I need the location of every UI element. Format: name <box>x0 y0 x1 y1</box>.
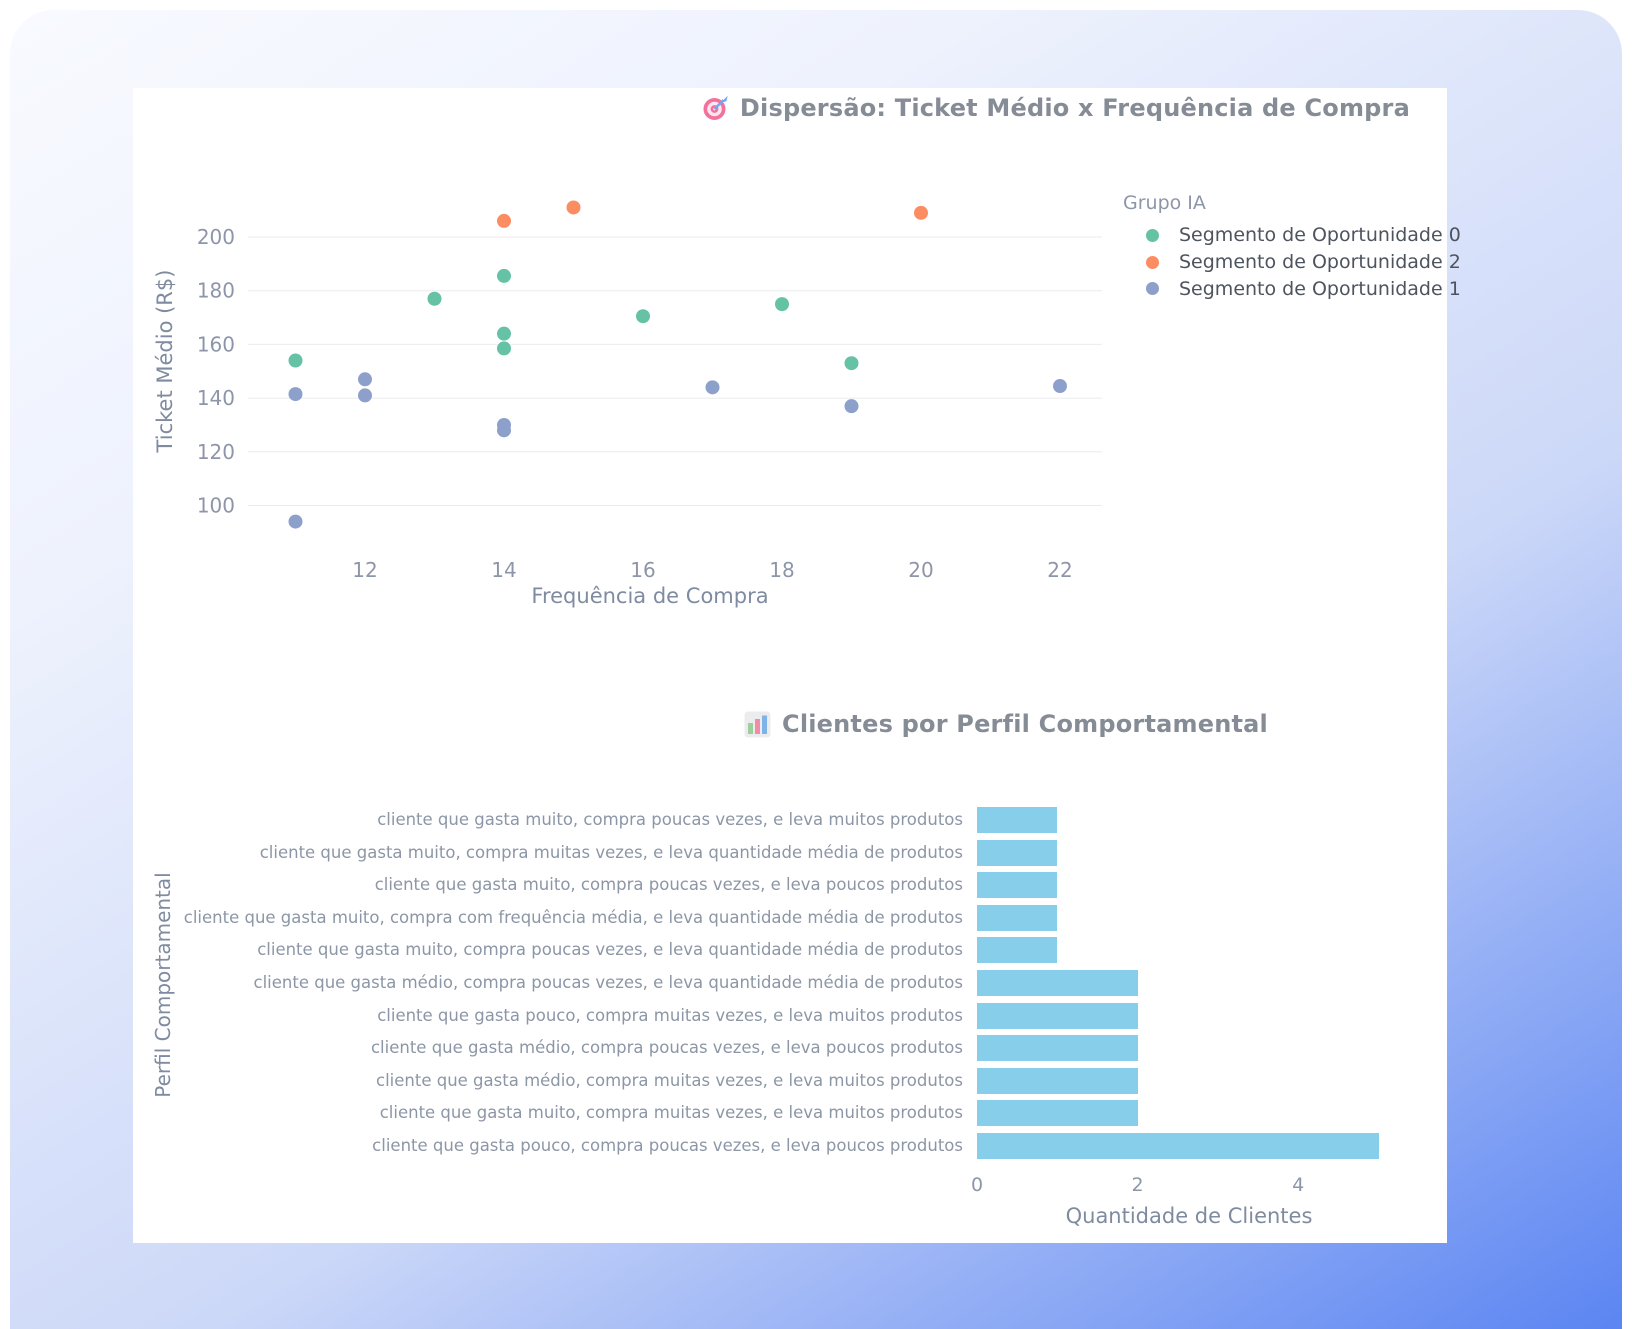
bar[interactable] <box>977 937 1058 964</box>
scatter-chart-title: Dispersão: Ticket Médio x Frequência de … <box>702 94 1410 122</box>
scatter-point[interactable] <box>358 372 372 387</box>
bar-y-axis-title: Perfil Comportamental <box>151 872 175 1098</box>
y-tick-label: 160 <box>197 332 235 356</box>
bar-category-label: cliente que gasta muito, compra muitas v… <box>379 1103 963 1123</box>
bar-x-tick-label: 2 <box>1131 1174 1144 1196</box>
dashboard-card: Dispersão: Ticket Médio x Frequência de … <box>133 88 1461 1243</box>
scatter-point[interactable] <box>358 388 372 403</box>
bar[interactable] <box>977 1035 1138 1062</box>
scatter-x-axis-title: Frequência de Compra <box>531 584 769 608</box>
bar-category-label: cliente que gasta muito, compra poucas v… <box>377 810 963 829</box>
scatter-point[interactable] <box>497 341 511 356</box>
scatter-point[interactable] <box>288 387 303 402</box>
legend-item-label: Segmento de Oportunidade 0 <box>1179 224 1461 247</box>
y-tick-label: 200 <box>197 225 235 249</box>
bar-category-label: cliente que gasta muito, compra poucas v… <box>257 940 963 960</box>
bar-category-label: cliente que gasta médio, compra muitas v… <box>376 1070 963 1090</box>
bar[interactable] <box>977 839 1058 866</box>
bar-category-label: cliente que gasta pouco, compra poucas v… <box>372 1136 963 1155</box>
scatter-title-text: Dispersão: Ticket Médio x Frequência de … <box>739 94 1410 122</box>
scatter-point[interactable] <box>497 423 511 438</box>
x-tick-label: 14 <box>491 558 516 582</box>
bar[interactable] <box>977 1002 1138 1029</box>
bar-title-text: Clientes por Perfil Comportamental <box>782 710 1268 738</box>
bar[interactable] <box>977 807 1058 833</box>
bar-plot-canvas[interactable]: cliente que gasta muito, compra poucas v… <box>133 88 1447 1243</box>
bar-category-label: cliente que gasta muito, compra com freq… <box>183 907 963 927</box>
legend-item-label: Segmento de Oportunidade 2 <box>1179 251 1461 274</box>
scatter-plot-canvas[interactable]: 100 120 140 160 180 200 12 14 16 18 20 22 <box>133 88 1447 653</box>
scatter-point[interactable] <box>566 200 581 215</box>
bar-category-label: cliente que gasta muito, compra muitas v… <box>259 842 963 862</box>
y-tick-label: 180 <box>197 279 235 303</box>
bar[interactable] <box>977 970 1138 996</box>
legend-item[interactable]: Segmento de Oportunidade 0 <box>1123 222 1461 249</box>
bar-category-label: cliente que gasta pouco, compra muitas v… <box>377 1005 963 1025</box>
scatter-point[interactable] <box>775 297 789 312</box>
scatter-point[interactable] <box>497 326 511 341</box>
legend-dot <box>1146 282 1159 296</box>
scatter-point[interactable] <box>288 514 303 529</box>
x-tick-label: 20 <box>908 558 933 582</box>
y-tick-label: 120 <box>197 440 235 464</box>
scatter-point[interactable] <box>288 353 303 368</box>
bar[interactable] <box>977 1133 1379 1159</box>
x-tick-label: 18 <box>769 558 794 582</box>
bar[interactable] <box>977 872 1058 899</box>
scatter-point[interactable] <box>844 356 859 371</box>
y-tick-label: 100 <box>197 494 235 518</box>
scatter-point[interactable] <box>497 268 511 283</box>
bar-x-tick-label: 4 <box>1292 1174 1305 1196</box>
legend-title: Grupo IA <box>1123 192 1206 214</box>
bar[interactable] <box>977 904 1058 931</box>
scatter-point[interactable] <box>914 205 928 220</box>
legend-item[interactable]: Segmento de Oportunidade 1 <box>1123 275 1461 302</box>
x-tick-label: 22 <box>1047 558 1072 582</box>
bar-category-label: cliente que gasta muito, compra poucas v… <box>374 875 963 895</box>
bar-x-axis-title: Quantidade de Clientes <box>1065 1204 1313 1228</box>
scatter-legend: Grupo IA Segmento de Oportunidade 0 Segme… <box>1123 192 1461 302</box>
bar-category-label: cliente que gasta médio, compra poucas v… <box>253 973 963 992</box>
bar[interactable] <box>977 1067 1138 1094</box>
legend-dot <box>1146 228 1159 242</box>
bar-chart-title: Clientes por Perfil Comportamental <box>744 710 1268 738</box>
y-tick-label: 140 <box>197 386 235 410</box>
bar-x-tick-label: 0 <box>970 1174 984 1196</box>
bar[interactable] <box>977 1100 1138 1127</box>
scatter-point[interactable] <box>497 213 511 228</box>
x-tick-label: 12 <box>352 558 377 582</box>
bar-chart-icon <box>744 711 771 737</box>
scatter-point[interactable] <box>636 309 650 324</box>
legend-item-label: Segmento de Oportunidade 1 <box>1179 277 1461 300</box>
legend-dot <box>1146 255 1159 269</box>
x-tick-label: 16 <box>630 558 655 582</box>
legend-item[interactable]: Segmento de Oportunidade 2 <box>1123 249 1461 276</box>
scatter-point[interactable] <box>844 399 859 414</box>
scatter-point[interactable] <box>427 291 442 306</box>
legend-items: Segmento de Oportunidade 0 Segmento de Op… <box>1123 222 1461 302</box>
dart-target-icon <box>703 95 728 120</box>
scatter-point[interactable] <box>1053 379 1067 394</box>
bar-category-label: cliente que gasta médio, compra poucas v… <box>370 1038 963 1058</box>
scatter-point[interactable] <box>705 380 720 395</box>
